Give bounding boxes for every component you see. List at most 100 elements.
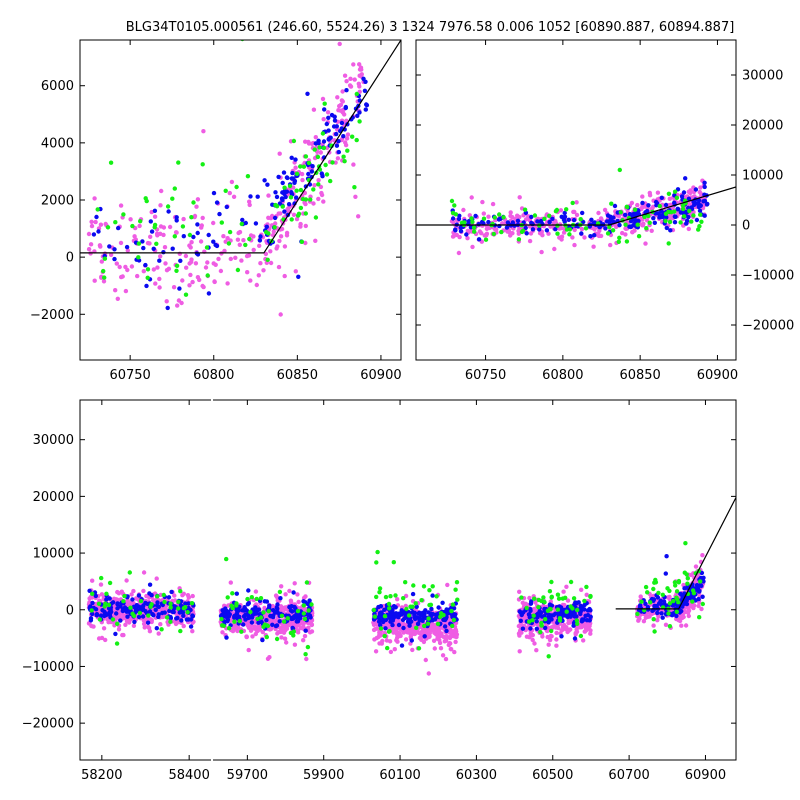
blue-data-point — [195, 222, 200, 227]
blue-data-point — [496, 217, 502, 222]
green-data-point — [323, 162, 328, 168]
green-data-point — [696, 227, 701, 232]
magenta-data-point — [552, 246, 557, 252]
magenta-data-point — [313, 135, 318, 140]
blue-data-point — [585, 613, 591, 618]
magenta-data-point — [316, 196, 321, 202]
green-data-point — [172, 234, 177, 239]
blue-data-point — [290, 170, 295, 176]
green-data-point — [673, 583, 678, 588]
green-data-point — [309, 602, 314, 607]
green-data-point — [264, 634, 269, 640]
green-data-point — [101, 268, 106, 274]
magenta-data-point — [124, 578, 129, 583]
blue-data-point — [170, 609, 175, 614]
blue-data-point — [168, 614, 173, 620]
magenta-data-point — [285, 207, 291, 213]
blue-data-point — [329, 112, 335, 118]
zoom-left-xtick-label: 60850 — [277, 368, 318, 383]
blue-data-point — [699, 583, 704, 588]
green-data-point — [291, 138, 297, 144]
green-data-point — [449, 198, 455, 204]
blue-data-point — [643, 601, 648, 606]
green-data-point — [450, 602, 456, 607]
blue-data-point — [154, 626, 159, 631]
magenta-data-point — [195, 197, 201, 202]
axis-break-bottom — [211, 759, 213, 762]
green-data-point — [635, 222, 640, 227]
magenta-data-point — [153, 421, 157, 425]
magenta-data-point — [438, 633, 443, 639]
blue-data-point — [242, 606, 248, 612]
magenta-data-point — [572, 242, 577, 248]
green-data-point — [652, 629, 657, 634]
blue-data-point — [321, 139, 327, 144]
magenta-data-point — [268, 249, 273, 254]
magenta-data-point — [432, 623, 437, 629]
blue-data-point — [147, 591, 152, 596]
magenta-data-point — [548, 625, 554, 630]
green-data-point — [272, 225, 277, 230]
magenta-data-point — [546, 642, 551, 647]
blue-data-point — [684, 218, 690, 223]
blue-data-point — [246, 615, 251, 621]
magenta-data-point — [89, 223, 95, 229]
magenta-data-point — [261, 268, 266, 273]
blue-data-point — [608, 214, 613, 219]
blue-data-point — [604, 219, 610, 224]
magenta-data-point — [189, 240, 194, 245]
magenta-data-point — [291, 212, 297, 217]
blue-data-point — [418, 613, 424, 618]
blue-data-point — [458, 228, 464, 234]
green-data-point — [264, 230, 269, 235]
magenta-data-point — [347, 83, 353, 88]
blue-data-point — [655, 595, 661, 600]
zoom-right-ytick-label: 20000 — [742, 119, 783, 134]
green-data-point — [90, 591, 95, 596]
magenta-data-point — [465, 228, 470, 233]
magenta-data-point — [120, 632, 125, 638]
blue-data-point — [140, 239, 145, 244]
magenta-data-point — [274, 594, 280, 600]
magenta-data-point — [344, 136, 350, 141]
magenta-data-point — [690, 605, 696, 610]
blue-data-point — [283, 194, 288, 200]
blue-data-point — [177, 610, 182, 615]
blue-data-point — [326, 115, 331, 121]
blue-data-point — [177, 286, 182, 291]
magenta-data-point — [282, 244, 288, 249]
magenta-data-point — [129, 592, 134, 597]
magenta-data-point — [147, 629, 153, 634]
blue-data-point — [264, 618, 269, 623]
magenta-data-point — [131, 588, 136, 594]
magenta-data-point — [559, 234, 565, 239]
magenta-data-point — [283, 592, 288, 597]
green-data-point — [354, 91, 359, 97]
green-data-point — [391, 560, 396, 565]
green-data-point — [564, 207, 569, 212]
magenta-data-point — [340, 89, 345, 94]
full-lightcurve-panel2-xtick-label: 60700 — [608, 768, 649, 783]
blue-data-point — [188, 617, 194, 622]
blue-data-point — [530, 227, 536, 232]
blue-data-point — [612, 203, 618, 209]
green-data-point — [219, 616, 224, 622]
blue-data-point — [206, 291, 212, 296]
magenta-data-point — [408, 634, 413, 640]
blue-data-point — [529, 220, 534, 226]
blue-data-point — [281, 170, 287, 175]
green-data-point — [342, 159, 347, 164]
full-lightcurve-panel1-xtick-label: 58200 — [81, 768, 122, 783]
blue-data-point — [486, 219, 491, 225]
green-data-point — [245, 174, 251, 179]
magenta-data-point — [426, 671, 431, 676]
green-data-point — [575, 607, 580, 613]
blue-data-point — [147, 582, 153, 587]
blue-data-point — [136, 614, 142, 620]
green-data-point — [582, 598, 587, 604]
blue-data-point — [326, 128, 331, 133]
blue-data-point — [125, 614, 130, 619]
green-data-point — [89, 608, 94, 613]
green-data-point — [403, 580, 408, 585]
green-data-point — [617, 235, 622, 240]
